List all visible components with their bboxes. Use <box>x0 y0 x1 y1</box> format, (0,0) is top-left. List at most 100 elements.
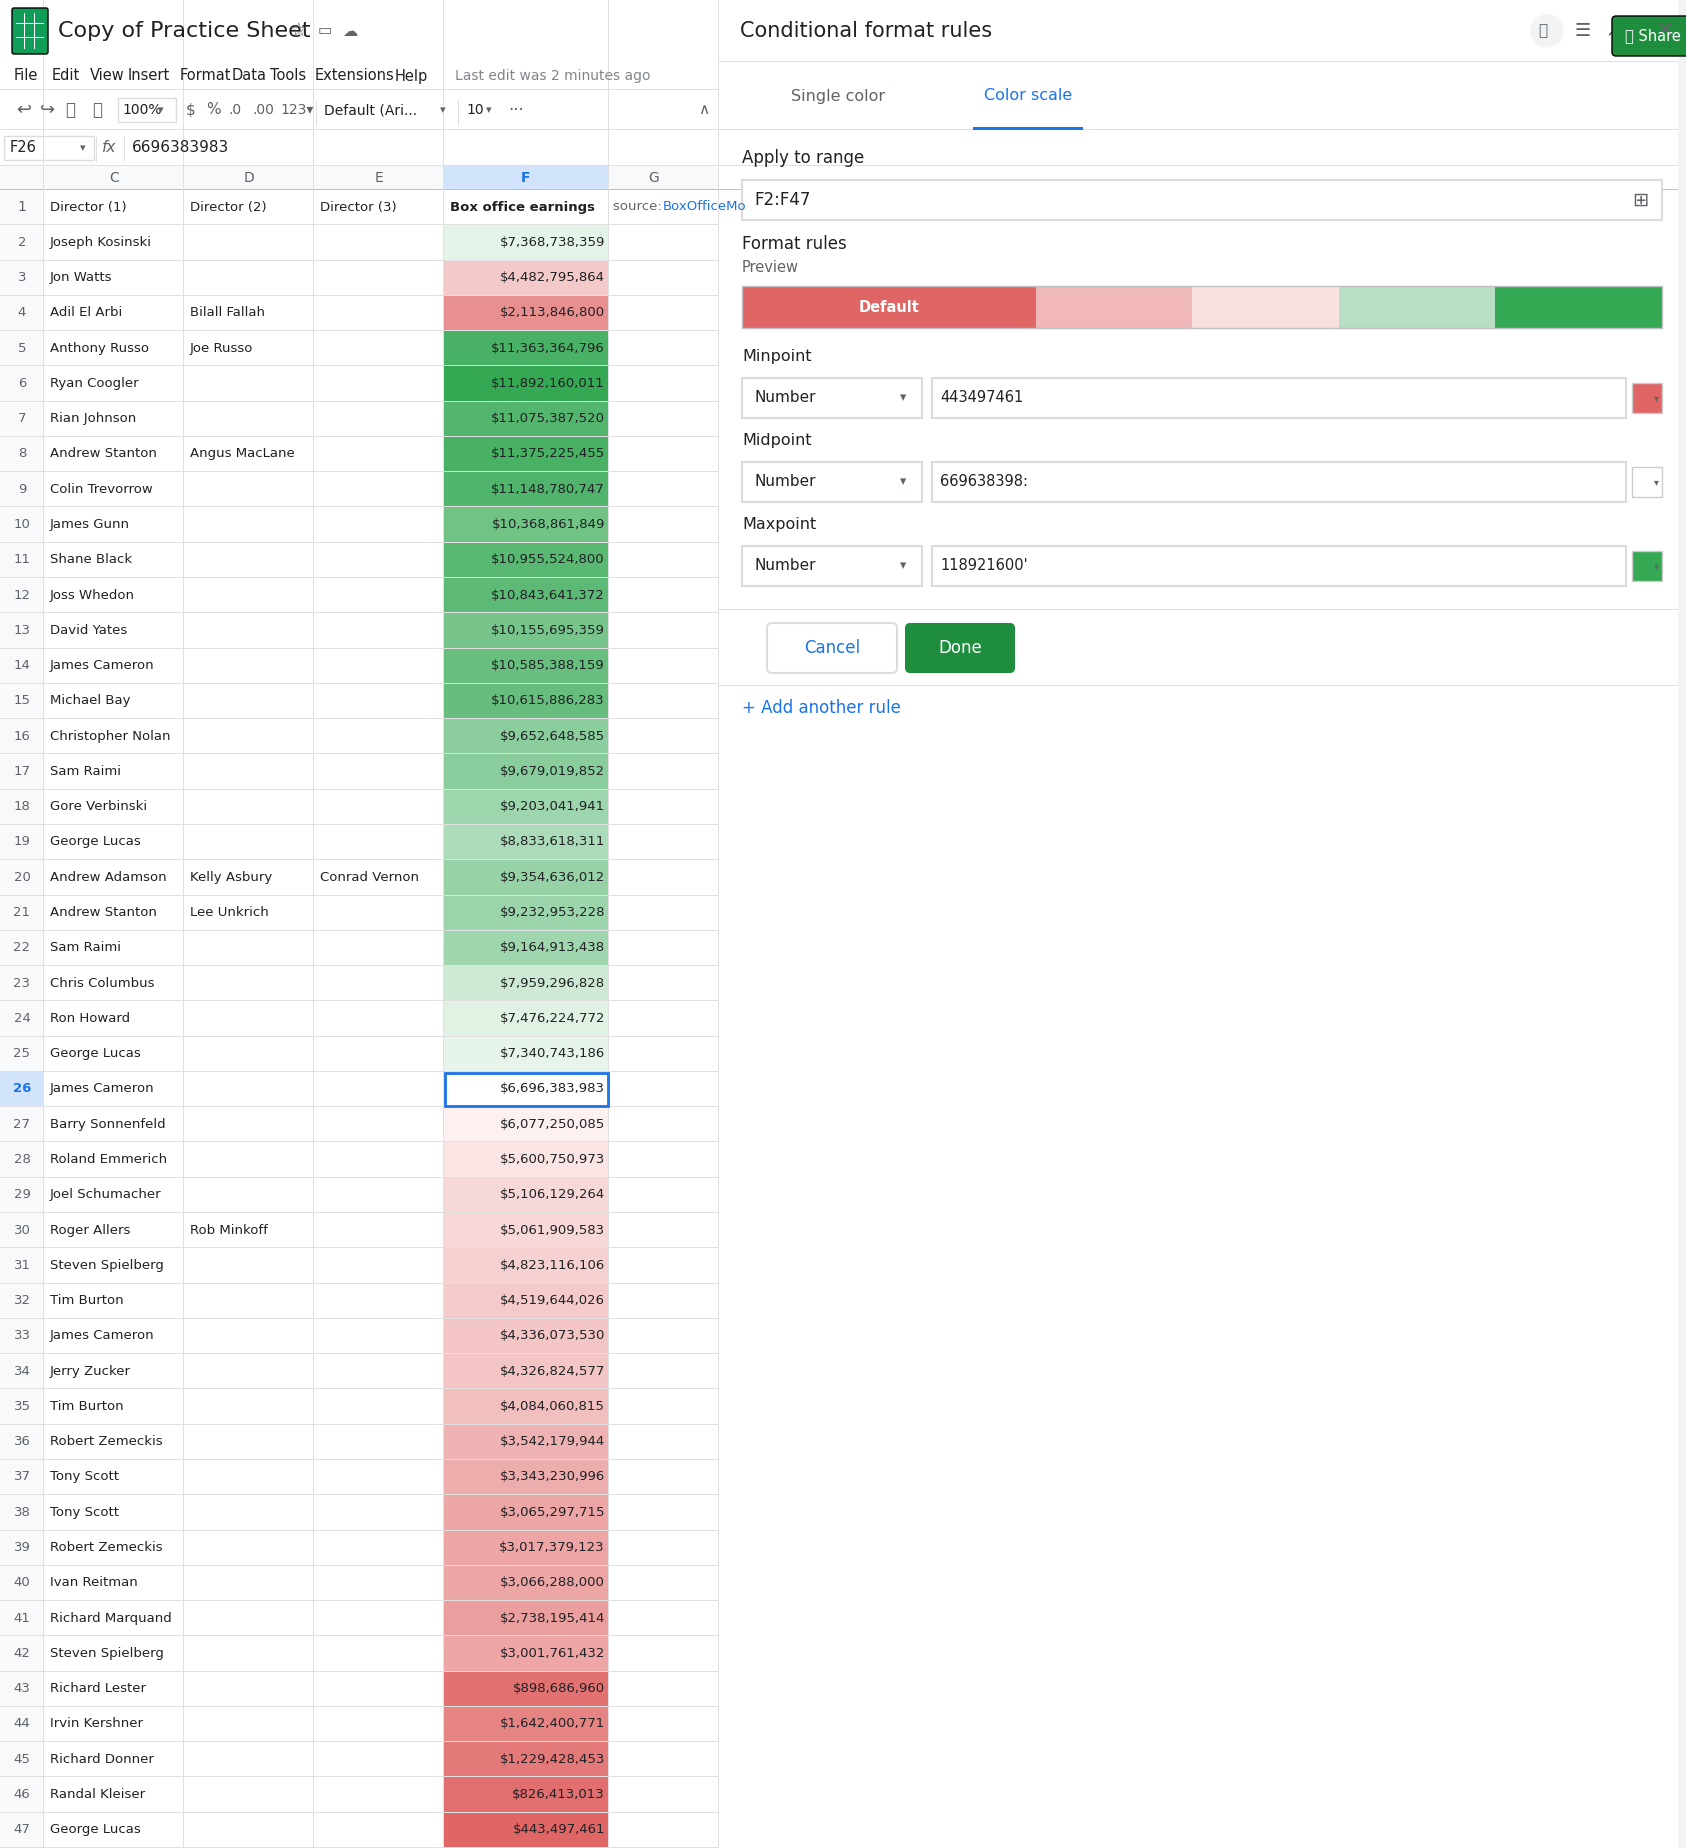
Bar <box>0 1002 44 1037</box>
Text: Done: Done <box>937 639 981 658</box>
Text: Steven Spielberg: Steven Spielberg <box>51 1258 164 1271</box>
Text: Ivan Reitman: Ivan Reitman <box>51 1576 138 1589</box>
Text: ☆: ☆ <box>290 22 307 41</box>
Text: View: View <box>89 68 125 83</box>
Text: $898,686,960: $898,686,960 <box>513 1682 605 1695</box>
Text: Adil El Arbi: Adil El Arbi <box>51 307 123 320</box>
Bar <box>0 1284 44 1319</box>
Bar <box>443 1247 609 1284</box>
Text: .00: .00 <box>251 103 273 116</box>
Bar <box>932 462 1625 503</box>
Bar <box>0 754 718 789</box>
Bar <box>0 129 1686 166</box>
Text: Andrew Stanton: Andrew Stanton <box>51 447 157 460</box>
Text: 443497461: 443497461 <box>941 390 1023 405</box>
Text: 19: 19 <box>13 835 30 848</box>
Text: Copy of Practice Sheet: Copy of Practice Sheet <box>57 20 310 41</box>
Bar <box>443 967 609 1002</box>
Bar <box>0 1565 44 1600</box>
Bar <box>0 1743 718 1778</box>
Text: $3,343,230,996: $3,343,230,996 <box>499 1471 605 1484</box>
Text: .0: .0 <box>228 103 241 116</box>
Text: Help: Help <box>395 68 428 83</box>
Bar <box>443 1107 609 1142</box>
Bar <box>0 1778 718 1813</box>
Bar <box>0 0 1686 63</box>
Bar <box>0 896 44 931</box>
Text: 31: 31 <box>13 1258 30 1271</box>
Bar <box>0 473 44 508</box>
Text: Andrew Adamson: Andrew Adamson <box>51 870 167 883</box>
Bar <box>443 1672 609 1708</box>
Bar <box>0 1390 44 1425</box>
Bar <box>443 166 609 190</box>
Text: 100%: 100% <box>121 103 162 116</box>
Text: BoxOfficeMo: BoxOfficeMo <box>663 200 747 214</box>
Bar <box>443 1425 609 1460</box>
Bar <box>0 1002 718 1037</box>
Bar <box>0 614 718 649</box>
Text: 34: 34 <box>13 1364 30 1377</box>
Text: Andrew Stanton: Andrew Stanton <box>51 906 157 918</box>
Text: 23: 23 <box>13 976 30 989</box>
Bar <box>0 1177 44 1212</box>
Bar <box>443 1600 609 1635</box>
Bar <box>0 1072 718 1107</box>
Bar <box>443 1778 609 1813</box>
Text: E: E <box>374 172 383 185</box>
Bar <box>443 436 609 473</box>
Bar <box>0 1778 44 1813</box>
Bar <box>0 1530 44 1565</box>
Bar <box>0 684 718 719</box>
Text: Christopher Nolan: Christopher Nolan <box>51 730 170 743</box>
Text: 11: 11 <box>13 553 30 565</box>
Text: David Yates: David Yates <box>51 625 126 638</box>
Bar <box>443 1355 609 1390</box>
Text: File: File <box>13 68 39 83</box>
Text: $10,843,641,372: $10,843,641,372 <box>491 588 605 602</box>
Bar <box>443 1284 609 1319</box>
Bar <box>443 331 609 366</box>
Text: 16: 16 <box>13 730 30 743</box>
Bar <box>1192 286 1339 327</box>
Text: Angus MacLane: Angus MacLane <box>191 447 295 460</box>
Bar <box>443 1743 609 1778</box>
Text: %: % <box>206 102 221 118</box>
Bar <box>0 931 44 967</box>
Bar <box>0 1460 718 1495</box>
Bar <box>0 1142 44 1177</box>
Bar <box>0 225 44 261</box>
Text: 9: 9 <box>19 482 27 495</box>
Text: 🎨: 🎨 <box>93 102 101 118</box>
Text: James Cameron: James Cameron <box>51 1329 155 1342</box>
Bar <box>0 436 718 473</box>
Text: ▾: ▾ <box>900 560 907 573</box>
Bar <box>0 578 718 614</box>
Text: 6: 6 <box>19 377 27 390</box>
Text: $1,229,428,453: $1,229,428,453 <box>499 1752 605 1765</box>
Text: Number: Number <box>754 558 816 573</box>
Text: $9,652,648,585: $9,652,648,585 <box>499 730 605 743</box>
Text: $4,326,824,577: $4,326,824,577 <box>499 1364 605 1377</box>
Bar <box>932 379 1625 418</box>
Text: Robert Zemeckis: Robert Zemeckis <box>51 1541 162 1554</box>
Text: 669638398:: 669638398: <box>941 475 1028 490</box>
Text: ✕: ✕ <box>1654 20 1673 41</box>
Bar <box>0 166 44 190</box>
Bar <box>0 1319 718 1355</box>
Bar <box>0 649 44 684</box>
Text: Preview: Preview <box>742 261 799 275</box>
Text: Tools: Tools <box>270 68 307 83</box>
Bar <box>0 366 44 401</box>
Bar <box>0 1565 718 1600</box>
Bar <box>443 296 609 331</box>
Bar <box>0 861 44 896</box>
Bar <box>742 379 922 418</box>
Text: Richard Marquand: Richard Marquand <box>51 1611 172 1624</box>
Text: ▾: ▾ <box>440 105 445 115</box>
Bar <box>0 366 718 401</box>
Text: + Add another rule: + Add another rule <box>742 699 900 717</box>
Bar <box>932 545 1625 586</box>
Text: 123▾: 123▾ <box>280 103 314 116</box>
Bar <box>0 1212 44 1247</box>
